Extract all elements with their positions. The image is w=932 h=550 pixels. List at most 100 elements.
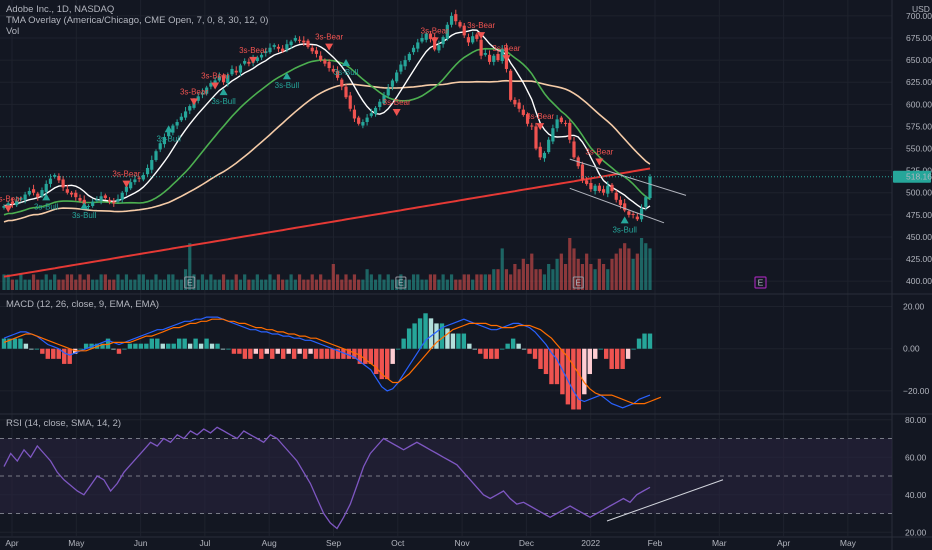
candle[interactable] xyxy=(623,198,627,213)
candle[interactable] xyxy=(137,175,141,183)
candle[interactable] xyxy=(487,50,492,65)
earnings-marker[interactable]: E xyxy=(395,276,407,289)
candle[interactable] xyxy=(171,123,175,136)
candle[interactable] xyxy=(91,198,95,208)
candle[interactable] xyxy=(268,43,272,54)
candle[interactable] xyxy=(454,9,458,25)
candle[interactable] xyxy=(513,97,517,107)
candle[interactable] xyxy=(226,72,230,87)
candle[interactable] xyxy=(589,178,593,192)
candle[interactable] xyxy=(420,33,424,44)
candle[interactable] xyxy=(479,37,483,60)
candle[interactable] xyxy=(10,198,15,208)
candle[interactable] xyxy=(99,191,103,205)
candle[interactable] xyxy=(424,31,428,43)
candle[interactable] xyxy=(568,119,572,144)
candle[interactable] xyxy=(44,180,48,195)
candle[interactable] xyxy=(542,151,547,162)
candle[interactable] xyxy=(348,91,352,112)
candle[interactable] xyxy=(302,36,306,46)
candle[interactable] xyxy=(644,195,648,211)
candle[interactable] xyxy=(538,142,542,161)
candle[interactable] xyxy=(234,66,238,76)
candle[interactable] xyxy=(230,65,234,77)
candle[interactable] xyxy=(614,190,618,203)
candle[interactable] xyxy=(340,77,344,91)
candle[interactable] xyxy=(238,63,243,77)
candle[interactable] xyxy=(437,40,441,54)
candle[interactable] xyxy=(606,181,610,198)
candle[interactable] xyxy=(403,55,407,70)
candle[interactable] xyxy=(411,45,416,55)
candle[interactable] xyxy=(306,38,310,49)
candle[interactable] xyxy=(209,80,213,90)
symbol-title[interactable]: Adobe Inc., 1D, NASDAQ xyxy=(6,4,115,15)
candle[interactable] xyxy=(281,45,285,54)
candle[interactable] xyxy=(196,92,200,104)
candle[interactable] xyxy=(327,59,331,72)
candle[interactable] xyxy=(183,106,188,121)
candle[interactable] xyxy=(36,191,40,201)
candle[interactable] xyxy=(572,137,576,160)
upcoming-earnings-marker[interactable]: E xyxy=(754,276,767,289)
candle[interactable] xyxy=(310,45,314,54)
candle[interactable] xyxy=(492,53,496,66)
bear-signal-marker[interactable]: 3s-Bear xyxy=(421,26,449,45)
macd-indicator-label[interactable]: MACD (12, 26, close, 9, EMA, EMA) xyxy=(6,299,160,310)
candle[interactable] xyxy=(471,31,475,45)
candle[interactable] xyxy=(319,51,323,62)
candle[interactable] xyxy=(2,204,6,210)
bear-signal-marker[interactable]: 3s-Bear xyxy=(383,98,411,117)
candle[interactable] xyxy=(530,122,534,130)
candle[interactable] xyxy=(179,113,183,123)
candle[interactable] xyxy=(217,72,221,83)
candle[interactable] xyxy=(293,35,297,43)
bear-signal-marker[interactable]: 3s-Bear xyxy=(315,33,343,51)
candle[interactable] xyxy=(335,66,340,81)
candle[interactable] xyxy=(112,198,116,207)
price-axis[interactable]: 400.00 425.00 450.00 475.00 500.00 525.00 550.… xyxy=(906,4,932,286)
candle[interactable] xyxy=(639,204,644,222)
candle[interactable] xyxy=(373,106,378,117)
candle[interactable] xyxy=(525,112,530,127)
candle[interactable] xyxy=(158,140,162,153)
candle[interactable] xyxy=(103,193,107,200)
candle[interactable] xyxy=(289,39,293,49)
candle[interactable] xyxy=(547,137,551,154)
candle[interactable] xyxy=(563,120,568,127)
candle[interactable] xyxy=(441,35,445,48)
candle[interactable] xyxy=(175,119,179,130)
candle[interactable] xyxy=(205,85,209,96)
candle[interactable] xyxy=(521,105,525,117)
candle[interactable] xyxy=(445,22,449,41)
bull-signal-marker[interactable]: 3s-Bull xyxy=(34,193,59,211)
candle[interactable] xyxy=(627,209,631,218)
candle[interactable] xyxy=(331,65,335,74)
candle[interactable] xyxy=(27,187,31,197)
candle[interactable] xyxy=(145,164,150,177)
candle[interactable] xyxy=(48,174,53,188)
candle[interactable] xyxy=(272,43,276,50)
bear-signal-marker[interactable]: 3s-Bear xyxy=(526,112,555,131)
candle[interactable] xyxy=(509,68,513,102)
candle[interactable] xyxy=(585,176,589,186)
candle[interactable] xyxy=(593,183,597,195)
candle[interactable] xyxy=(369,108,373,118)
candle[interactable] xyxy=(95,196,99,203)
candle[interactable] xyxy=(407,52,411,62)
candle[interactable] xyxy=(416,38,420,53)
candle[interactable] xyxy=(635,213,639,222)
candle[interactable] xyxy=(365,114,369,126)
candle[interactable] xyxy=(40,187,44,199)
candle[interactable] xyxy=(466,33,471,46)
candle[interactable] xyxy=(141,172,145,182)
candle[interactable] xyxy=(243,58,247,66)
candle[interactable] xyxy=(247,58,251,67)
candle[interactable] xyxy=(361,119,365,129)
bear-signal-marker[interactable]: 3s-Bear xyxy=(467,21,495,40)
candle[interactable] xyxy=(559,115,563,124)
candle[interactable] xyxy=(551,124,555,145)
bull-signal-marker[interactable]: 3s-Bull xyxy=(211,88,236,106)
candle[interactable] xyxy=(314,46,319,58)
earnings-marker-box[interactable] xyxy=(184,276,196,289)
